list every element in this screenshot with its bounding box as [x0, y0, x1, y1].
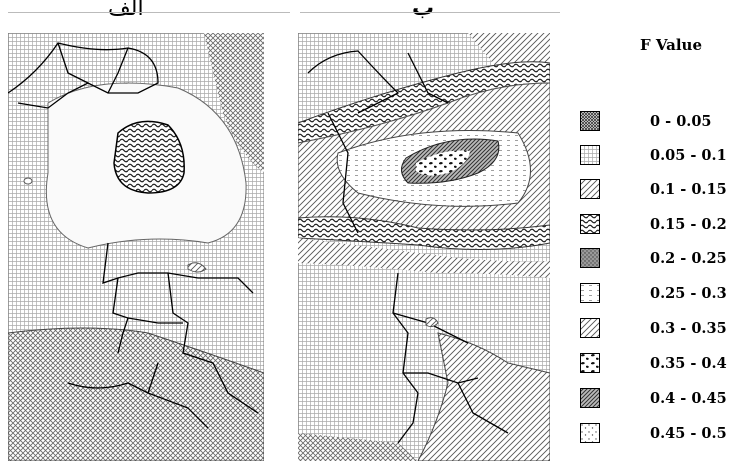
panel-b-title: ب	[412, 0, 435, 21]
legend-swatch	[580, 353, 600, 373]
legend-swatch	[580, 111, 600, 131]
panel-b-top-rule	[300, 12, 560, 13]
legend-swatch	[580, 179, 600, 199]
map-panel-a	[8, 33, 264, 461]
panel-a-title: الف	[108, 0, 144, 21]
southwest-region	[298, 433, 418, 461]
legend-swatch	[580, 214, 600, 234]
legend-swatch	[580, 423, 600, 443]
legend-label: 0.1 - 0.15	[650, 181, 727, 198]
legend-swatch	[580, 388, 600, 408]
province-borders	[8, 42, 259, 429]
legend-item: 0.05 - 0.1	[580, 145, 734, 167]
legend-label: 0.05 - 0.1	[650, 147, 727, 164]
core-zone	[113, 120, 185, 194]
province-borders	[307, 50, 509, 444]
legend-label: 0.4 - 0.45	[650, 390, 727, 407]
small-patch	[187, 262, 207, 273]
legend-item: 0.35 - 0.4	[580, 353, 734, 375]
band-lower-dense	[298, 216, 550, 251]
panel-a-top-rule	[8, 12, 290, 13]
legend-item: 0.25 - 0.3	[580, 283, 734, 305]
legend-label: 0.15 - 0.2	[650, 216, 727, 233]
legend-item: 0.3 - 0.35	[580, 318, 734, 340]
legend-label: 0.45 - 0.5	[650, 425, 727, 442]
small-island	[23, 177, 33, 185]
legend-item: 0.45 - 0.5	[580, 423, 734, 445]
legend-swatch	[580, 248, 600, 268]
legend-swatch	[580, 283, 600, 303]
legend-label: 0.2 - 0.25	[650, 250, 727, 267]
legend-item: 0.1 - 0.15	[580, 179, 734, 201]
legend-label: 0.35 - 0.4	[650, 355, 727, 372]
legend-label: 0.3 - 0.35	[650, 320, 727, 337]
core-peak	[416, 150, 470, 176]
legend-label: 0 - 0.05	[650, 113, 712, 130]
legend-item: 0.2 - 0.25	[580, 248, 734, 270]
legend-title: F Value	[640, 36, 702, 54]
legend-item: 0.15 - 0.2	[580, 214, 734, 236]
legend-swatch	[580, 145, 600, 165]
band-lower	[298, 238, 550, 278]
sea-area	[204, 33, 264, 173]
map-panel-b	[298, 33, 550, 461]
legend-item: 0.4 - 0.45	[580, 388, 734, 410]
legend-label: 0.25 - 0.3	[650, 285, 727, 302]
legend-item: 0 - 0.05	[580, 111, 734, 133]
legend-swatch	[580, 318, 600, 338]
southern-region	[8, 327, 264, 461]
small-patch	[425, 317, 439, 328]
